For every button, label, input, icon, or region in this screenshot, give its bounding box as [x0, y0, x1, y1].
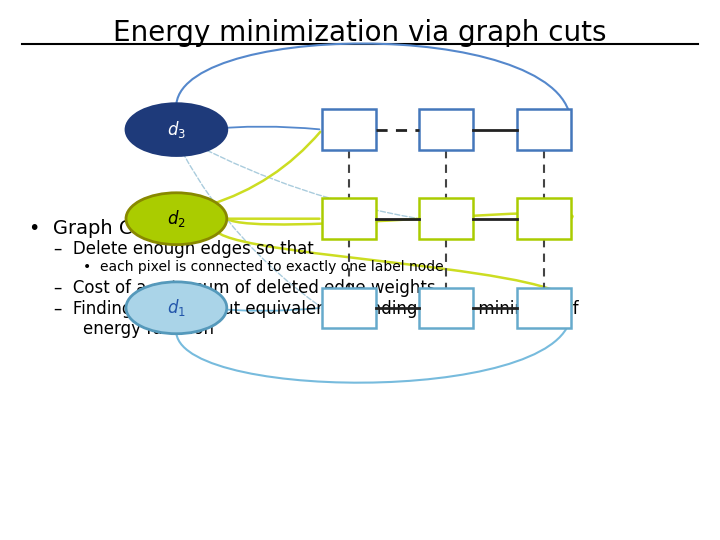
Bar: [323, 198, 376, 239]
FancyArrowPatch shape: [194, 144, 417, 218]
Ellipse shape: [126, 193, 227, 245]
Text: Energy minimization via graph cuts: Energy minimization via graph cuts: [113, 19, 607, 47]
FancyArrowPatch shape: [183, 153, 320, 306]
Bar: [517, 198, 571, 239]
FancyArrowPatch shape: [204, 308, 320, 311]
Bar: [419, 109, 474, 150]
FancyArrowPatch shape: [204, 126, 320, 129]
Bar: [517, 109, 571, 150]
Text: –  Finding min cost cut equivalent to finding global minimum of: – Finding min cost cut equivalent to fin…: [54, 300, 579, 318]
Text: •  each pixel is connected to exactly one label node: • each pixel is connected to exactly one…: [83, 260, 444, 274]
Ellipse shape: [126, 282, 227, 334]
Bar: [419, 198, 474, 239]
Bar: [419, 287, 474, 328]
Bar: [323, 287, 376, 328]
Bar: [323, 109, 376, 150]
Text: $d_2$: $d_2$: [167, 208, 186, 229]
Ellipse shape: [126, 104, 227, 156]
Text: $d_3$: $d_3$: [167, 119, 186, 140]
FancyArrowPatch shape: [210, 132, 320, 205]
Text: •  Graph Cut: • Graph Cut: [29, 219, 152, 238]
Text: –  Cost of a cut:  sum of deleted edge weights: – Cost of a cut: sum of deleted edge wei…: [54, 279, 436, 297]
Bar: [517, 287, 571, 328]
Text: –  Delete enough edges so that: – Delete enough edges so that: [54, 240, 314, 258]
Text: $d_1$: $d_1$: [167, 298, 186, 318]
Text: energy function: energy function: [83, 320, 214, 338]
